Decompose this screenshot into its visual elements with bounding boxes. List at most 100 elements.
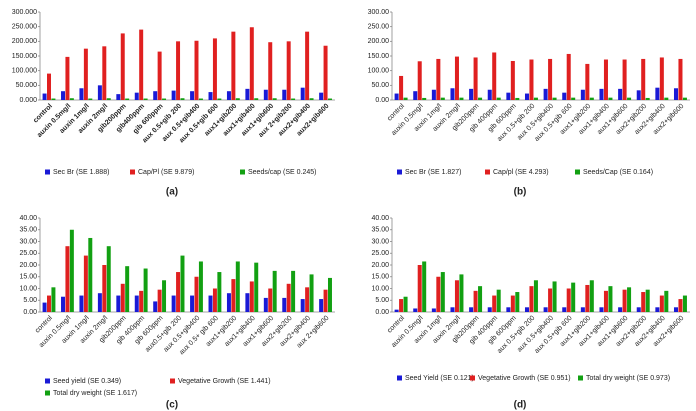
bar: [436, 58, 441, 100]
bar: [506, 307, 511, 312]
bar: [305, 31, 310, 100]
bar: [157, 51, 162, 100]
legend-label: Seed yield (SE 0.349): [53, 378, 121, 385]
bar: [249, 281, 254, 312]
y-tick-label: 100.00: [368, 68, 390, 75]
bar: [571, 282, 576, 312]
bar: [272, 98, 277, 100]
bar: [478, 97, 483, 100]
bar: [134, 92, 139, 100]
bar: [323, 45, 328, 100]
bar: [268, 42, 273, 100]
bar: [487, 307, 492, 312]
bar: [291, 270, 296, 312]
bar: [562, 307, 567, 312]
bar: [589, 280, 594, 312]
panel-label: (d): [514, 400, 527, 411]
bar: [217, 98, 222, 100]
bar: [157, 289, 162, 312]
bar: [162, 280, 167, 312]
y-tick-label: 150.00: [368, 53, 390, 60]
bar: [440, 272, 445, 312]
bar: [83, 255, 88, 312]
bar: [120, 283, 125, 312]
bar: [106, 246, 111, 312]
bar: [506, 92, 511, 100]
y-tick-label: 200.00: [368, 38, 390, 45]
bar: [282, 297, 287, 312]
bar: [300, 87, 305, 100]
bar: [524, 307, 530, 312]
bar: [120, 33, 125, 101]
y-tick-label: 20.00: [19, 262, 37, 269]
bar: [51, 287, 56, 312]
bar: [309, 274, 314, 312]
bar: [469, 307, 474, 312]
bar: [176, 272, 181, 312]
legend-swatch: [397, 169, 402, 175]
bar: [268, 288, 273, 312]
bar: [515, 292, 520, 312]
bar: [552, 97, 557, 100]
bar: [543, 307, 548, 312]
bar: [454, 280, 459, 312]
y-tick-label: 30.00: [19, 238, 37, 245]
y-tick-label: 30.00: [371, 238, 389, 245]
y-tick-label: 0.000: [19, 97, 37, 104]
bar: [678, 299, 683, 312]
bar: [116, 295, 121, 312]
bar: [208, 92, 213, 100]
bar: [450, 88, 455, 100]
y-tick-label: 25.00: [19, 250, 37, 257]
legend-label: Seeds/cap (SE 0.245): [248, 169, 317, 176]
legend-label: Sec Br (SE 1.827): [405, 169, 461, 176]
bar: [319, 92, 324, 100]
bar: [655, 307, 660, 312]
bar: [235, 261, 240, 312]
bar: [492, 52, 497, 100]
bar: [548, 58, 553, 100]
legend-label: Sec Br (SE 1.888): [53, 169, 109, 176]
legend-swatch: [578, 375, 583, 381]
bar: [431, 308, 436, 312]
bar: [88, 237, 93, 312]
bar: [231, 31, 236, 100]
bar: [566, 288, 571, 312]
bar: [469, 88, 474, 100]
y-tick-label: 50.00: [371, 82, 389, 89]
bar: [422, 261, 427, 312]
bar: [212, 288, 217, 312]
bar: [678, 58, 683, 100]
bar: [61, 296, 66, 312]
bar: [125, 98, 130, 100]
bar: [585, 284, 590, 312]
bar: [580, 307, 585, 312]
bar: [627, 97, 632, 100]
legend-label: Vegetative Growth (SE 0.951): [478, 375, 571, 382]
bar: [618, 88, 623, 100]
panel-label: (a): [166, 187, 178, 198]
bar: [608, 286, 613, 312]
bar: [533, 97, 538, 100]
bar: [282, 89, 287, 100]
legend-label: Cap/Pl (SE 9.879): [138, 169, 194, 176]
bar: [459, 97, 464, 100]
bar: [394, 309, 399, 312]
bar: [417, 61, 422, 100]
bar: [645, 97, 650, 100]
legend-label: Vegetative Growth (SE 1.441): [178, 378, 271, 385]
panel-label: (b): [514, 187, 527, 198]
bar: [403, 97, 408, 100]
legend-label: Total dry weight (SE 0.973): [586, 375, 670, 382]
bar: [254, 262, 259, 312]
bar: [69, 229, 74, 312]
bar: [440, 97, 445, 100]
bar: [171, 295, 176, 312]
y-tick-label: 5.00: [23, 297, 37, 304]
legend-swatch: [45, 169, 50, 175]
bar: [198, 261, 203, 312]
bar: [143, 98, 148, 100]
bar: [190, 91, 195, 100]
bar: [254, 98, 259, 100]
bar: [399, 299, 404, 312]
